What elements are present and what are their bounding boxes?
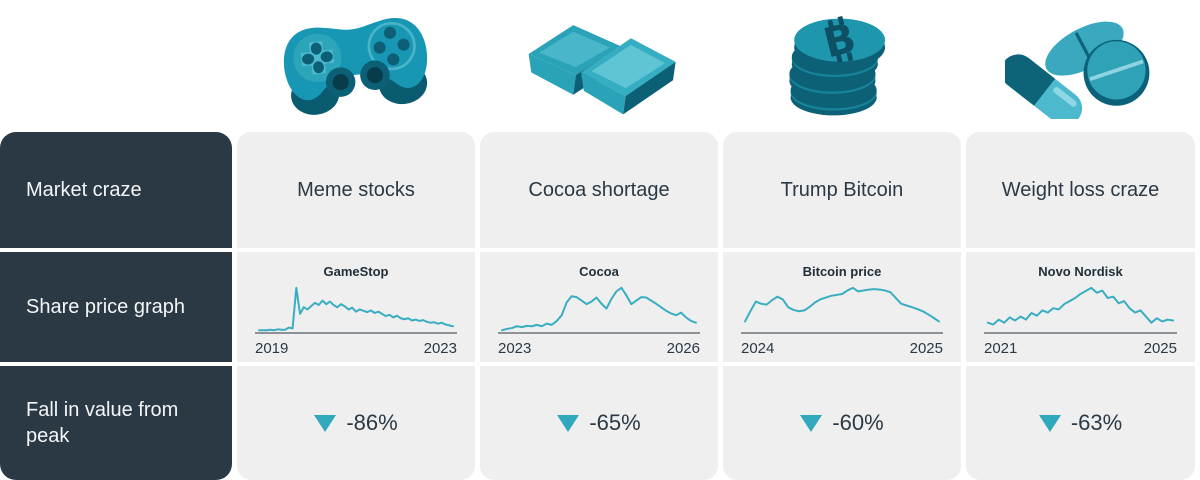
share-price-line-chart — [741, 284, 943, 332]
chart-title: Bitcoin price — [802, 264, 882, 279]
share-price-line-chart — [498, 284, 700, 332]
game-controller-icon — [283, 18, 428, 115]
x-axis-start-label: 2021 — [984, 340, 1018, 357]
chart-x-axis — [255, 332, 457, 334]
fall-value-cell: -60% — [723, 366, 961, 480]
craze-name-cell: Trump Bitcoin — [723, 132, 961, 248]
ingots-icon — [528, 24, 676, 114]
fall-value: -86% — [346, 410, 398, 435]
craze-name: Meme stocks — [297, 178, 415, 201]
craze-name-cell: Cocoa shortage — [480, 132, 718, 248]
chart-title: GameStop — [323, 264, 389, 279]
chart-cell: Novo Nordisk 2021 2025 — [966, 252, 1195, 362]
pills-icon — [1004, 21, 1149, 119]
icon-cell-bitcoin: B — [723, 0, 961, 128]
share-price-line-chart — [984, 284, 1177, 332]
chart-cell: Cocoa 2023 2026 — [480, 252, 718, 362]
down-triangle-icon — [314, 414, 337, 432]
fall-value-cell: -63% — [966, 366, 1195, 480]
row-header-market-craze: Market craze — [0, 132, 232, 248]
fall-value: -65% — [589, 410, 641, 435]
chart-x-axis — [984, 332, 1177, 334]
chart-title: Cocoa — [579, 264, 619, 279]
x-axis-start-label: 2019 — [255, 340, 289, 357]
bitcoin-coins-icon: B — [789, 13, 886, 116]
x-axis-end-label: 2026 — [666, 340, 700, 357]
x-axis-start-label: 2023 — [498, 340, 532, 357]
row-header-fall-in-value: Fall in value from peak — [0, 366, 232, 480]
craze-name: Trump Bitcoin — [780, 178, 904, 201]
icon-cell-cocoa — [480, 0, 718, 128]
craze-name-cell: Weight loss craze — [966, 132, 1195, 248]
row-header-share-price-graph: Share price graph — [0, 252, 232, 362]
craze-name: Cocoa shortage — [528, 178, 670, 201]
row-header-label: Share price graph — [26, 296, 185, 318]
chart-cell: GameStop 2019 2023 — [237, 252, 475, 362]
chart-x-axis — [498, 332, 700, 334]
chart-x-axis — [741, 332, 943, 334]
fall-value: -63% — [1070, 410, 1123, 435]
down-triangle-icon — [1038, 414, 1061, 432]
down-triangle-icon — [800, 414, 823, 432]
share-price-line-chart — [255, 284, 457, 332]
x-axis-end-label: 2025 — [909, 340, 943, 357]
fall-value-cell: -65% — [480, 366, 718, 480]
row-header-label: Fall in value from peak — [26, 399, 179, 447]
x-axis-end-label: 2023 — [423, 340, 457, 357]
x-axis-end-label: 2025 — [1143, 340, 1177, 357]
craze-name-cell: Meme stocks — [237, 132, 475, 248]
x-axis-start-label: 2024 — [741, 340, 775, 357]
down-triangle-icon — [557, 414, 580, 432]
fall-value: -60% — [832, 410, 884, 435]
fall-value-cell: -86% — [237, 366, 475, 480]
icon-cell-weight-loss — [966, 0, 1195, 128]
chart-title: Novo Nordisk — [1038, 264, 1123, 279]
chart-cell: Bitcoin price 2024 2025 — [723, 252, 961, 362]
icon-cell-meme-stocks — [237, 0, 475, 128]
row-header-label: Market craze — [26, 179, 142, 201]
craze-name: Weight loss craze — [1001, 178, 1160, 201]
